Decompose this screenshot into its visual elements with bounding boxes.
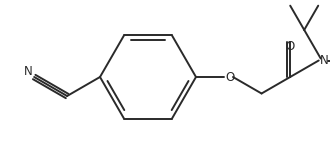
Text: N: N xyxy=(320,54,328,67)
Text: N: N xyxy=(23,65,32,78)
Text: O: O xyxy=(225,71,234,84)
Text: O: O xyxy=(285,40,295,53)
